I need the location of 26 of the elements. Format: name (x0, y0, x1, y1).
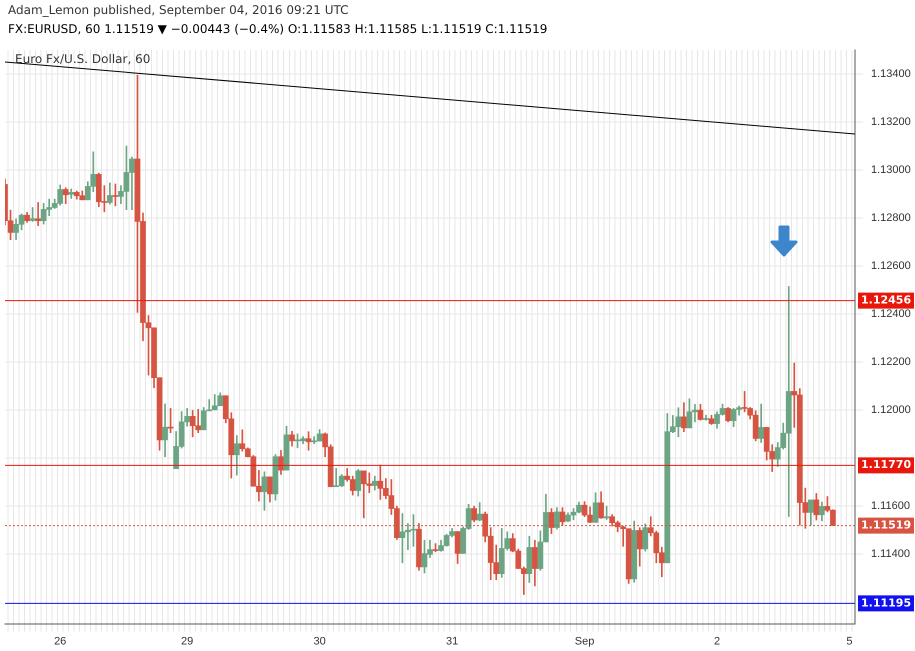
ref-line-label: 1.12456 (861, 294, 912, 307)
candlestick (162, 404, 168, 458)
y-tick-label: 1.13000 (871, 164, 911, 176)
annotation: Euro Fx/U.S. Dollar, 60 (15, 52, 150, 66)
x-tick-label: 26 (54, 635, 66, 648)
chart-subtitle: Adam_Lemon published, September 04, 2016 09:21 UTC (8, 3, 349, 17)
y-tick-label: 1.13400 (871, 68, 911, 80)
y-tick-label: 1.12800 (871, 212, 911, 224)
x-tick-label: 2 (714, 635, 720, 648)
x-tick-label: 5 (846, 635, 853, 648)
ref-line-label: 1.11195 (861, 596, 912, 610)
y-tick-label: 1.13200 (871, 116, 911, 128)
y-tick-label: 1.12000 (871, 404, 911, 416)
chart-title: FX:EURUSD, 60 1.11519 ▼ −0.00443 (−0.4%) O:1.11583 H:1.11585 L:1.11519 C:1.11519 (8, 22, 548, 36)
y-tick-label: 1.12400 (871, 308, 911, 320)
x-tick-label: 31 (446, 635, 458, 648)
y-tick-label: 1.11600 (871, 500, 910, 512)
candlestick (306, 431, 312, 451)
y-tick-label: 1.11400 (871, 548, 910, 560)
x-tick-label: Sep (574, 635, 594, 648)
ref-line-label: 1.11770 (861, 458, 912, 472)
x-tick-label: 30 (313, 635, 326, 648)
y-tick-label: 1.12200 (871, 356, 911, 368)
x-tick-label: 29 (181, 635, 194, 648)
ref-line-label: 1.11519 (861, 518, 912, 532)
y-tick-label: 1.12600 (871, 260, 911, 272)
